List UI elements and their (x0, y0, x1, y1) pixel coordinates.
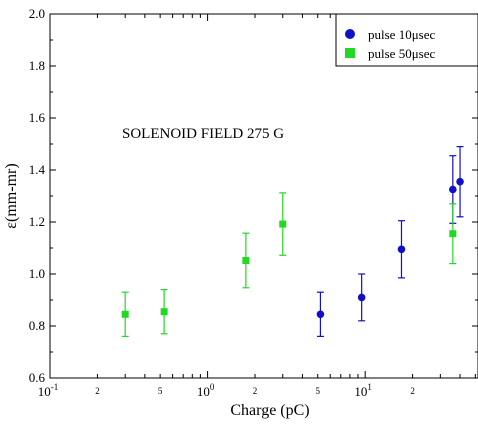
data-point (397, 245, 406, 254)
data-point (357, 293, 366, 302)
x-minor-tick-label: 2 (253, 386, 258, 396)
x-minor-tick-label: 2 (410, 386, 415, 396)
data-point (449, 230, 457, 238)
x-axis-title: Charge (pC) (230, 402, 309, 419)
y-tick-label: 0.6 (29, 370, 46, 385)
x-minor-tick-label: 5 (315, 386, 320, 396)
data-point (449, 185, 457, 194)
data-series (121, 146, 464, 337)
data-point (316, 310, 325, 319)
data-point (279, 220, 287, 228)
legend-box (335, 13, 478, 67)
legend-label-pulse-50: pulse 50μsec (368, 46, 435, 61)
x-tick-label: 10-1 (38, 382, 59, 399)
annotation-solenoid-field: SOLENOID FIELD 275 G (122, 126, 284, 142)
axis-ticks: 0.6 0.8 1.0 1.2 1.4 1.6 1.8 2.0 10-1 100 101 2 5 2 5 2 (29, 6, 478, 399)
y-axis-title: ε(mm-mr) (3, 163, 20, 228)
data-point (456, 177, 464, 186)
y-tick-label: 1.0 (29, 266, 45, 281)
x-minor-tick-label: 5 (158, 386, 163, 396)
legend-marker-pulse-10 (345, 29, 355, 39)
legend-marker-pulse-50 (345, 48, 355, 58)
y-tick-label: 1.8 (29, 58, 45, 73)
y-tick-label: 2.0 (29, 6, 45, 21)
data-point (242, 256, 250, 264)
y-tick-label: 0.8 (29, 318, 45, 333)
series-pulse-50 (121, 192, 457, 337)
data-point (121, 310, 129, 318)
x-tick-label: 100 (197, 382, 215, 399)
x-minor-tick-label: 2 (95, 386, 100, 396)
data-point (160, 308, 168, 316)
y-tick-label: 1.4 (29, 162, 46, 177)
series-pulse-10 (316, 146, 464, 337)
y-tick-label: 1.2 (29, 214, 45, 229)
legend-label-pulse-10: pulse 10μsec (368, 27, 435, 42)
plot-area-frame (49, 13, 478, 379)
x-tick-label: 101 (354, 382, 372, 399)
y-tick-label: 1.6 (29, 110, 46, 125)
legend: pulse 10μsec pulse 50μsec (335, 13, 478, 67)
